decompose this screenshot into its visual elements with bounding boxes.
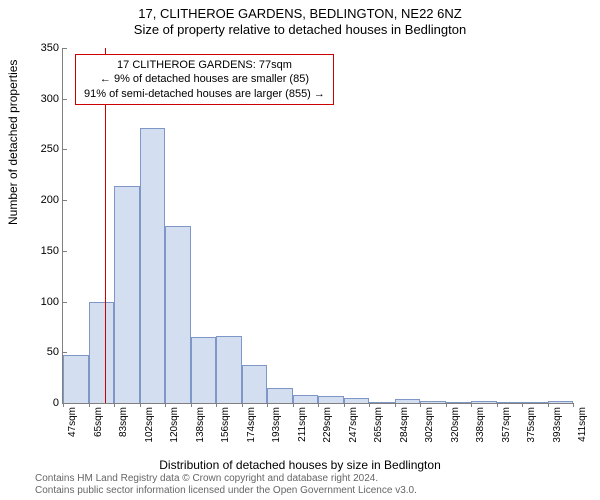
x-tick-label: 247sqm: [348, 403, 359, 443]
histogram-bar: [522, 402, 548, 403]
x-tick-mark: [293, 403, 294, 407]
x-tick-mark: [242, 403, 243, 407]
x-tick-mark: [191, 403, 192, 407]
x-tick-label: 393sqm: [552, 403, 563, 443]
x-tick-label: 102sqm: [144, 403, 155, 443]
histogram-bar: [471, 401, 497, 403]
x-tick-mark: [522, 403, 523, 407]
infobox-line1: 17 CLITHEROE GARDENS: 77sqm: [84, 58, 325, 72]
x-tick-label: 211sqm: [297, 403, 308, 442]
histogram-bar: [293, 395, 319, 403]
histogram-bar: [242, 365, 268, 403]
infobox-line3: 91% of semi-detached houses are larger (…: [84, 87, 325, 101]
y-tick: 150: [29, 245, 63, 257]
x-tick-label: 193sqm: [271, 403, 282, 443]
x-tick-mark: [89, 403, 90, 407]
y-tick: 0: [29, 397, 63, 409]
x-tick-label: 47sqm: [67, 403, 78, 437]
plot-area: 05010015020025030035047sqm65sqm83sqm102s…: [62, 48, 573, 404]
histogram-bar: [420, 401, 446, 403]
histogram-bar: [497, 402, 523, 403]
x-tick-mark: [471, 403, 472, 407]
chart-subtitle: Size of property relative to detached ho…: [0, 21, 600, 37]
histogram-bar: [216, 336, 242, 403]
y-tick: 300: [29, 93, 63, 105]
x-tick-mark: [446, 403, 447, 407]
histogram-bar: [548, 401, 574, 403]
x-tick-mark: [165, 403, 166, 407]
histogram-bar: [140, 128, 166, 403]
x-tick-label: 138sqm: [195, 403, 206, 443]
x-tick-mark: [140, 403, 141, 407]
x-tick-mark: [573, 403, 574, 407]
histogram-bar: [446, 402, 472, 403]
infobox-line2: ← 9% of detached houses are smaller (85): [84, 72, 325, 86]
x-tick-label: 375sqm: [526, 403, 537, 443]
x-tick-mark: [548, 403, 549, 407]
x-tick-label: 156sqm: [220, 403, 231, 443]
x-tick-label: 83sqm: [118, 403, 129, 437]
chart-container: 17, CLITHEROE GARDENS, BEDLINGTON, NE22 …: [0, 0, 600, 500]
x-tick-label: 174sqm: [246, 403, 257, 443]
histogram-bar: [114, 186, 140, 403]
histogram-bar: [267, 388, 293, 403]
x-tick-label: 229sqm: [322, 403, 333, 443]
x-tick-label: 284sqm: [399, 403, 410, 443]
histogram-bar: [89, 302, 115, 403]
x-tick-label: 120sqm: [169, 403, 180, 443]
x-tick-mark: [395, 403, 396, 407]
x-tick-mark: [497, 403, 498, 407]
attribution-line2: Contains public sector information licen…: [35, 485, 417, 497]
chart-title: 17, CLITHEROE GARDENS, BEDLINGTON, NE22 …: [0, 0, 600, 21]
x-tick-mark: [63, 403, 64, 407]
attribution-line1: Contains HM Land Registry data © Crown c…: [35, 473, 417, 485]
x-axis-label: Distribution of detached houses by size …: [0, 458, 600, 472]
x-tick-mark: [216, 403, 217, 407]
x-tick-label: 338sqm: [475, 403, 486, 443]
x-tick-mark: [114, 403, 115, 407]
y-tick: 50: [29, 346, 63, 358]
y-axis-label: Number of detached properties: [6, 60, 20, 225]
x-tick-mark: [369, 403, 370, 407]
x-tick-label: 357sqm: [501, 403, 512, 443]
histogram-bar: [191, 337, 217, 403]
x-tick-mark: [267, 403, 268, 407]
attribution-text: Contains HM Land Registry data © Crown c…: [35, 473, 417, 497]
histogram-bar: [318, 396, 344, 403]
y-tick: 100: [29, 296, 63, 308]
x-tick-label: 65sqm: [93, 403, 104, 437]
x-tick-label: 320sqm: [450, 403, 461, 443]
x-tick-mark: [318, 403, 319, 407]
x-tick-label: 302sqm: [424, 403, 435, 443]
histogram-bar: [63, 355, 89, 403]
x-tick-mark: [344, 403, 345, 407]
histogram-bar: [165, 226, 191, 404]
histogram-bar: [395, 399, 421, 403]
info-box: 17 CLITHEROE GARDENS: 77sqm ← 9% of deta…: [75, 54, 334, 105]
x-tick-label: 265sqm: [373, 403, 384, 443]
y-tick: 200: [29, 194, 63, 206]
x-tick-label: 411sqm: [577, 403, 588, 442]
histogram-bar: [344, 398, 370, 403]
y-tick: 350: [29, 42, 63, 54]
histogram-bar: [369, 402, 395, 403]
x-tick-mark: [420, 403, 421, 407]
y-tick: 250: [29, 143, 63, 155]
